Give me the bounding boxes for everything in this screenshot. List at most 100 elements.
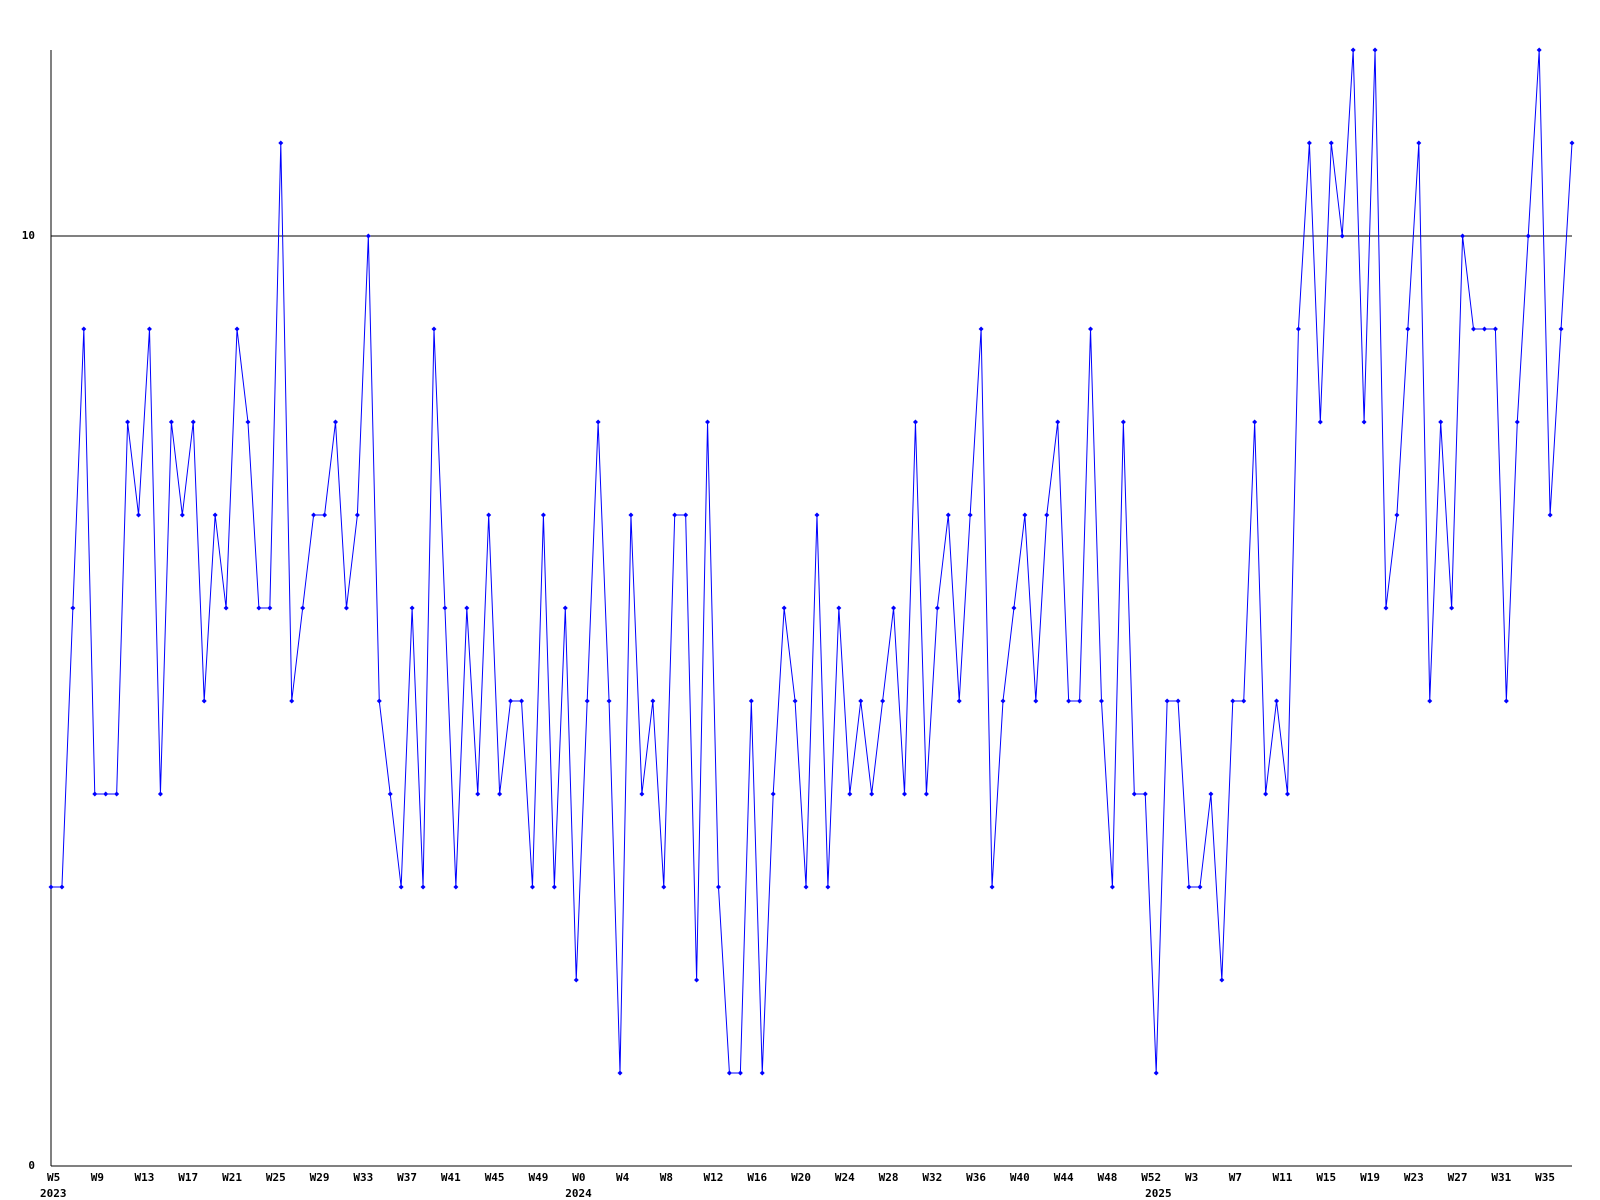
data-point: [1120, 419, 1126, 425]
data-point: [201, 698, 207, 704]
data-point: [114, 791, 120, 797]
data-point: [453, 884, 459, 890]
data-point: [1460, 233, 1466, 239]
data-point: [1449, 605, 1455, 611]
data-point: [333, 419, 339, 425]
data-point: [1547, 512, 1553, 518]
data-point: [1514, 419, 1520, 425]
x-year-label: 2024: [565, 1187, 592, 1200]
x-tick-label: W0: [572, 1171, 585, 1184]
data-point: [694, 977, 700, 983]
data-point: [562, 605, 568, 611]
data-point: [1164, 698, 1170, 704]
data-point: [1055, 419, 1061, 425]
data-point: [584, 698, 590, 704]
data-point: [606, 698, 612, 704]
x-tick-label: W37: [397, 1171, 417, 1184]
data-point: [989, 884, 995, 890]
data-point: [902, 791, 908, 797]
data-point: [300, 605, 306, 611]
x-tick-label: W23: [1404, 1171, 1424, 1184]
x-tick-label: W17: [178, 1171, 198, 1184]
data-point: [256, 605, 262, 611]
data-point: [420, 884, 426, 890]
data-point: [1394, 512, 1400, 518]
data-point: [617, 1070, 623, 1076]
data-point: [1153, 1070, 1159, 1076]
data-point: [267, 605, 273, 611]
data-point: [715, 884, 721, 890]
data-point: [92, 791, 98, 797]
data-point: [1033, 698, 1039, 704]
data-point: [748, 698, 754, 704]
data-point: [847, 791, 853, 797]
data-point: [48, 884, 54, 890]
x-tick-label: W40: [1010, 1171, 1030, 1184]
data-point: [190, 419, 196, 425]
data-point: [1306, 140, 1312, 146]
data-point: [1241, 698, 1247, 704]
data-point: [825, 884, 831, 890]
data-point: [1503, 698, 1509, 704]
x-tick-label: W20: [791, 1171, 811, 1184]
data-point: [223, 605, 229, 611]
data-point: [168, 419, 174, 425]
data-point: [1219, 977, 1225, 983]
data-point: [508, 698, 514, 704]
data-point: [387, 791, 393, 797]
data-point: [365, 233, 371, 239]
x-tick-label: W31: [1491, 1171, 1511, 1184]
data-point: [595, 419, 601, 425]
data-point: [464, 605, 470, 611]
data-point: [803, 884, 809, 890]
data-point: [945, 512, 951, 518]
x-tick-label: W44: [1054, 1171, 1074, 1184]
x-tick-label: W28: [879, 1171, 899, 1184]
data-point: [1098, 698, 1104, 704]
data-point: [1263, 791, 1269, 797]
x-tick-label: W8: [660, 1171, 673, 1184]
data-point: [1339, 233, 1345, 239]
data-point: [705, 419, 711, 425]
data-point: [157, 791, 163, 797]
x-tick-label: W36: [966, 1171, 986, 1184]
data-point: [1186, 884, 1192, 890]
data-point: [1284, 791, 1290, 797]
x-tick-label: W32: [922, 1171, 942, 1184]
x-tick-label: W11: [1273, 1171, 1293, 1184]
data-point: [1142, 791, 1148, 797]
x-tick-label: W3: [1185, 1171, 1198, 1184]
data-point: [912, 419, 918, 425]
data-point: [278, 140, 284, 146]
data-point: [683, 512, 689, 518]
data-point: [475, 791, 481, 797]
data-point: [781, 605, 787, 611]
y-tick-label: 0: [28, 1159, 35, 1172]
x-tick-label: W24: [835, 1171, 855, 1184]
data-point: [737, 1070, 743, 1076]
data-point: [398, 884, 404, 890]
data-point: [759, 1070, 765, 1076]
data-point: [869, 791, 875, 797]
data-point: [573, 977, 579, 983]
data-point: [923, 791, 929, 797]
x-tick-label: W48: [1097, 1171, 1117, 1184]
x-tick-label: W45: [485, 1171, 505, 1184]
x-tick-label: W5: [47, 1171, 60, 1184]
x-tick-label: W25: [266, 1171, 286, 1184]
data-point: [1088, 326, 1094, 332]
data-point: [376, 698, 382, 704]
data-point: [1252, 419, 1258, 425]
data-point: [289, 698, 295, 704]
data-point: [234, 326, 240, 332]
data-point: [1525, 233, 1531, 239]
data-point: [891, 605, 897, 611]
data-point: [1044, 512, 1050, 518]
data-point: [1011, 605, 1017, 611]
x-tick-label: W41: [441, 1171, 461, 1184]
data-point: [1022, 512, 1028, 518]
x-tick-label: W15: [1316, 1171, 1336, 1184]
data-point: [431, 326, 437, 332]
